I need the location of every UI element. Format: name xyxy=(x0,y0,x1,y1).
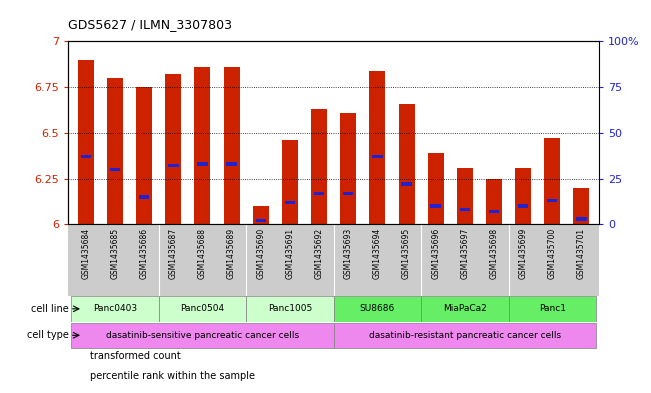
Bar xyxy=(168,164,178,167)
Bar xyxy=(333,296,421,321)
Bar xyxy=(547,199,557,202)
Text: GSM1435690: GSM1435690 xyxy=(256,228,265,279)
Bar xyxy=(544,138,561,224)
Bar xyxy=(282,140,298,224)
Text: GSM1435689: GSM1435689 xyxy=(227,228,236,279)
Text: GSM1435694: GSM1435694 xyxy=(373,228,382,279)
Bar xyxy=(197,162,208,165)
Text: dasatinib-resistant pancreatic cancer cells: dasatinib-resistant pancreatic cancer ce… xyxy=(368,331,561,340)
Bar xyxy=(284,201,295,204)
Text: GSM1435697: GSM1435697 xyxy=(460,228,469,279)
Bar xyxy=(372,155,383,158)
Text: GSM1435685: GSM1435685 xyxy=(111,228,120,279)
Bar xyxy=(369,71,385,224)
Text: transformed count: transformed count xyxy=(90,351,180,361)
Bar xyxy=(518,204,529,208)
Bar xyxy=(508,296,596,321)
Bar xyxy=(421,296,508,321)
Bar xyxy=(576,217,587,220)
Text: GSM1435695: GSM1435695 xyxy=(402,228,411,279)
Bar xyxy=(223,67,240,224)
Bar xyxy=(428,153,444,224)
Text: GSM1435687: GSM1435687 xyxy=(169,228,178,279)
Bar xyxy=(139,195,149,198)
Text: GDS5627 / ILMN_3307803: GDS5627 / ILMN_3307803 xyxy=(68,18,232,31)
Text: cell type: cell type xyxy=(27,330,69,340)
Bar xyxy=(574,188,589,224)
Bar xyxy=(136,87,152,224)
Bar xyxy=(107,78,123,224)
Text: GSM1435693: GSM1435693 xyxy=(344,228,353,279)
Text: GSM1435700: GSM1435700 xyxy=(547,228,557,279)
Bar xyxy=(159,296,246,321)
Bar xyxy=(227,162,237,165)
Bar xyxy=(314,192,324,195)
Text: percentile rank within the sample: percentile rank within the sample xyxy=(90,371,255,381)
Bar xyxy=(460,208,470,211)
Bar xyxy=(253,206,269,224)
Bar xyxy=(515,168,531,224)
Bar xyxy=(110,168,120,171)
Bar xyxy=(333,323,596,348)
Text: SU8686: SU8686 xyxy=(360,304,395,313)
Text: GSM1435698: GSM1435698 xyxy=(490,228,499,279)
Bar xyxy=(246,296,334,321)
Text: GSM1435701: GSM1435701 xyxy=(577,228,586,279)
Bar xyxy=(340,113,356,224)
Bar xyxy=(457,168,473,224)
Text: Panc1005: Panc1005 xyxy=(268,304,312,313)
Bar xyxy=(165,74,182,224)
Bar xyxy=(71,296,159,321)
Bar xyxy=(195,67,210,224)
Text: GSM1435686: GSM1435686 xyxy=(140,228,148,279)
Text: GSM1435688: GSM1435688 xyxy=(198,228,207,279)
Text: GSM1435696: GSM1435696 xyxy=(431,228,440,279)
Bar xyxy=(486,178,502,224)
Text: GSM1435699: GSM1435699 xyxy=(519,228,527,279)
Text: dasatinib-sensitive pancreatic cancer cells: dasatinib-sensitive pancreatic cancer ce… xyxy=(106,331,299,340)
Text: Panc1: Panc1 xyxy=(539,304,566,313)
Text: MiaPaCa2: MiaPaCa2 xyxy=(443,304,487,313)
Bar xyxy=(401,182,411,186)
Text: Panc0403: Panc0403 xyxy=(93,304,137,313)
Bar xyxy=(81,155,91,158)
Bar xyxy=(398,103,415,224)
Bar xyxy=(256,219,266,222)
Text: cell line: cell line xyxy=(31,304,69,314)
Bar xyxy=(489,210,499,213)
Bar xyxy=(78,60,94,224)
Bar xyxy=(71,323,333,348)
Bar xyxy=(343,192,353,195)
Bar xyxy=(311,109,327,224)
Bar xyxy=(430,204,441,208)
Text: GSM1435691: GSM1435691 xyxy=(285,228,294,279)
Text: Panc0504: Panc0504 xyxy=(180,304,225,313)
Text: GSM1435692: GSM1435692 xyxy=(314,228,324,279)
Text: GSM1435684: GSM1435684 xyxy=(81,228,90,279)
